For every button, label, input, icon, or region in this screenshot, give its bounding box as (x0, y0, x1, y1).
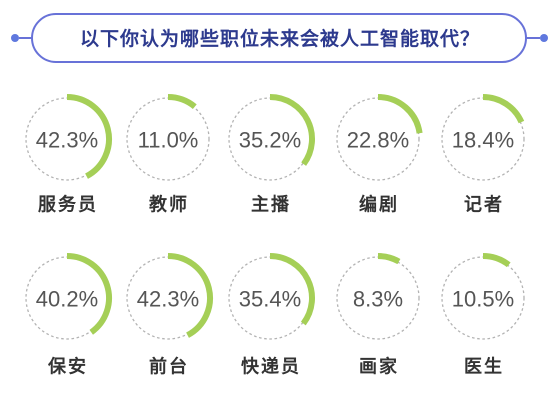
chart-title: 以下你认为哪些职位未来会被人工智能取代？ (80, 27, 480, 50)
gauge-1-value-label: 42.3% (36, 128, 98, 153)
gauge-5-category-label: 记者 (464, 195, 504, 216)
gauge-9-track (336, 256, 420, 340)
gauge-8-category-label: 快递员 (241, 356, 301, 378)
gauge-5: 18.4% 记者 (441, 94, 525, 216)
gauge-9-category-label: 画家 (359, 356, 399, 378)
gauge-8: 35.4% 快递员 (228, 253, 315, 378)
gauge-5-arc (482, 94, 525, 124)
gauge-grid: 42.3% 服务员 11.0% 教师 35.2% 主播 22.8% 编剧 18.4% 记者 40.2… (25, 94, 525, 378)
gauge-8-value-label: 35.4% (239, 287, 301, 312)
gauge-6-value-label: 40.2% (36, 287, 98, 312)
gauge-4: 22.8% 编剧 (336, 94, 423, 216)
gauge-6-arc (66, 253, 112, 335)
gauge-2-value-label: 11.0% (138, 128, 199, 153)
gauge-10-value-label: 10.5% (452, 287, 514, 312)
gauge-5-value-label: 18.4% (452, 128, 514, 153)
gauge-7-category-label: 前台 (149, 356, 189, 378)
gauge-7: 42.3% 前台 (126, 253, 213, 378)
gauge-10-track (441, 256, 525, 340)
gauge-4-value-label: 22.8% (347, 128, 409, 153)
gauge-7-arc (167, 253, 213, 338)
gauge-10: 10.5% 医生 (441, 253, 525, 378)
gauge-10-category-label: 医生 (464, 356, 504, 378)
gauge-8-arc (269, 253, 315, 326)
gauge-3-category-label: 主播 (251, 194, 291, 216)
gauge-9-arc (377, 253, 401, 265)
gauge-9: 8.3% 画家 (336, 253, 420, 378)
gauge-1-category-label: 服务员 (38, 194, 98, 216)
gauge-4-category-label: 编剧 (359, 194, 399, 216)
gauge-10-arc (482, 253, 511, 268)
gauge-2: 11.0% 教师 (126, 94, 210, 216)
gauge-6-category-label: 保安 (47, 356, 88, 378)
gauge-1: 42.3% 服务员 (25, 94, 112, 216)
title-banner: 以下你认为哪些职位未来会被人工智能取代？ (11, 13, 548, 63)
gauge-3: 35.2% 主播 (228, 94, 315, 216)
gauge-4-arc (377, 94, 423, 134)
gauge-9-value-label: 8.3% (353, 287, 403, 312)
gauge-3-arc (269, 94, 315, 166)
gauge-6: 40.2% 保安 (25, 253, 112, 378)
gauge-3-value-label: 35.2% (239, 128, 301, 153)
gauge-2-category-label: 教师 (149, 194, 189, 216)
gauge-2-arc (167, 94, 197, 110)
gauge-4-track (336, 97, 420, 181)
banner-right-dot (540, 34, 548, 42)
gauge-1-arc (66, 94, 112, 179)
gauge-7-value-label: 42.3% (137, 287, 199, 312)
banner-left-dot (11, 34, 19, 42)
